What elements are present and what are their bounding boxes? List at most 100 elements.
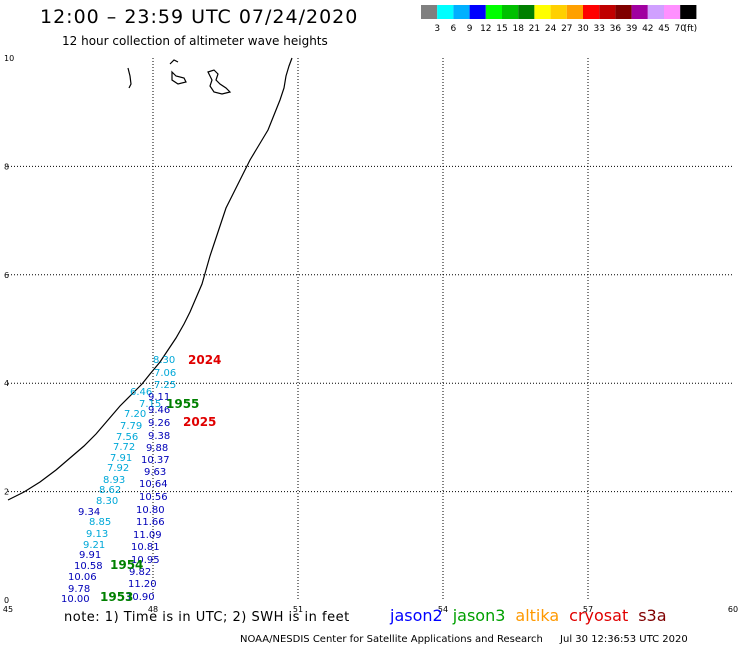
scale-swatch	[437, 5, 454, 19]
wave-height-blue: 10.56	[139, 492, 168, 503]
legend-s3a: s3a	[638, 606, 667, 625]
wave-height-blue: 10.95	[131, 555, 160, 566]
wave-height-blue: 10.64	[139, 479, 168, 490]
scale-swatch	[583, 5, 600, 19]
wave-height-cyan: 8.30	[96, 496, 118, 507]
scale-swatch	[469, 5, 486, 19]
wave-height-cyan: 7.72	[113, 442, 135, 453]
scale-unit: (ft)	[684, 24, 698, 34]
scale-label: 36	[610, 24, 622, 34]
scale-swatch	[615, 5, 632, 19]
wave-height-blue: 10.81	[131, 542, 160, 553]
credit-line: NOAA/NESDIS Center for Satellite Applica…	[240, 634, 688, 645]
scale-swatch	[566, 5, 583, 19]
color-scale: 3 6 9 12 15 18 21 24 27 30 33 36 39 42 45 70(ft)	[421, 5, 698, 34]
coastline	[7, 57, 293, 501]
scale-swatch	[453, 5, 470, 19]
island-3	[207, 69, 232, 95]
wave-height-cyan: 9.21	[83, 540, 105, 551]
wave-height-cyan: 7.91	[110, 453, 132, 464]
pass-time-label: 2024	[188, 353, 221, 367]
wave-height-blue: 11.66	[136, 517, 165, 528]
scale-swatch	[518, 5, 535, 19]
pass-time-label: 1955	[166, 397, 199, 411]
scale-swatch	[550, 5, 567, 19]
scale-label: 21	[529, 24, 540, 34]
wave-height-blue: 9.34	[78, 507, 100, 518]
legend-altika: altika	[515, 606, 560, 625]
scale-label: 12	[480, 24, 491, 34]
wave-height-blue: 10.80	[136, 505, 165, 516]
scale-swatch	[631, 5, 648, 19]
wave-height-cyan: 8.85	[89, 517, 111, 528]
scale-label: 39	[626, 24, 638, 34]
wave-height-cyan: 7.79	[120, 421, 142, 432]
scale-label: 27	[561, 24, 572, 34]
wave-height-cyan: 8.62	[99, 485, 121, 496]
scale-swatch	[485, 5, 502, 19]
pass-time-label: 1953	[100, 590, 133, 604]
scale-label: 18	[512, 24, 524, 34]
scale-swatch	[647, 5, 664, 19]
wave-height-blue: 10.90	[126, 592, 155, 603]
wave-height-blue: 11.09	[133, 530, 162, 541]
pass-time-labels: 2024 1955 2025 1954 1953	[100, 353, 221, 604]
scale-label: 33	[593, 24, 604, 34]
map-subtitle: 12 hour collection of altimeter wave hei…	[62, 34, 328, 48]
wave-height-cyan: 7.15	[139, 399, 161, 410]
wave-height-blue: 9.26	[148, 418, 170, 429]
wave-height-blue: 10.00	[61, 594, 90, 605]
scale-label: 24	[545, 24, 557, 34]
wave-height-blue: 9.63	[144, 467, 166, 478]
wave-height-blue: 9.78	[68, 584, 90, 595]
scale-label: 15	[496, 24, 507, 34]
y-tick-label: 2	[4, 488, 9, 497]
wave-height-cyan: 8.30	[153, 355, 175, 366]
altimeter-observations: 8.30 7.067.256.467.157.207.797.567.727.91…	[61, 355, 176, 605]
wave-height-blue: 9.88	[146, 443, 168, 454]
wave-height-cyan: 7.20	[124, 409, 146, 420]
scale-swatch	[421, 5, 438, 19]
scale-swatch	[680, 5, 697, 19]
scale-label: 6	[451, 24, 457, 34]
wave-height-blue: 11.20	[128, 579, 157, 590]
wave-height-cyan: 7.25	[154, 380, 176, 391]
wave-height-blue: 9.46	[148, 405, 170, 416]
x-tick-label: 54	[438, 605, 448, 614]
x-tick-label: 60	[728, 605, 738, 614]
map-grid	[8, 58, 733, 600]
generated-timestamp: Jul 30 12:36:53 UTC 2020	[560, 634, 688, 645]
y-tick-label: 10	[4, 54, 14, 63]
wave-height-blue: 10.37	[141, 455, 170, 466]
wave-height-blue: 9.82	[129, 567, 151, 578]
island-2	[169, 59, 187, 85]
wave-height-cyan: 6.46	[130, 387, 152, 398]
pass-time-label: 1954	[110, 558, 143, 572]
y-tick-label: 8	[4, 162, 9, 171]
scale-label: 9	[467, 24, 473, 34]
y-tick-label: 4	[4, 379, 9, 388]
x-tick-label: 57	[583, 605, 593, 614]
x-tick-label: 51	[293, 605, 303, 614]
wave-height-blue: 10.06	[68, 572, 97, 583]
wave-height-cyan: 9.13	[86, 529, 108, 540]
island-1	[127, 67, 132, 89]
scale-swatch	[599, 5, 616, 19]
wave-height-blue: 10.58	[74, 561, 103, 572]
credit-text: NOAA/NESDIS Center for Satellite Applica…	[240, 634, 543, 645]
scale-label: 45	[658, 24, 669, 34]
legend-cryosat: cryosat	[569, 606, 629, 625]
wave-height-blue: 9.91	[79, 550, 101, 561]
scale-label: 70	[674, 24, 686, 34]
y-tick-label: 0	[4, 596, 9, 605]
map-axes: 45 48 51 54 57 60 0 2 4 6 8 10	[3, 54, 738, 614]
wave-height-blue: 9.11	[148, 392, 170, 403]
satellite-legend: jason2 jason3 altika cryosat s3a	[390, 606, 677, 625]
wave-height-cyan: 7.06	[154, 368, 176, 379]
wave-height-blue: 9.38	[148, 431, 170, 442]
scale-swatch	[664, 5, 681, 19]
scale-swatch	[534, 5, 551, 19]
wave-height-cyan: 7.56	[116, 432, 138, 443]
pass-time-label: 2025	[183, 415, 216, 429]
